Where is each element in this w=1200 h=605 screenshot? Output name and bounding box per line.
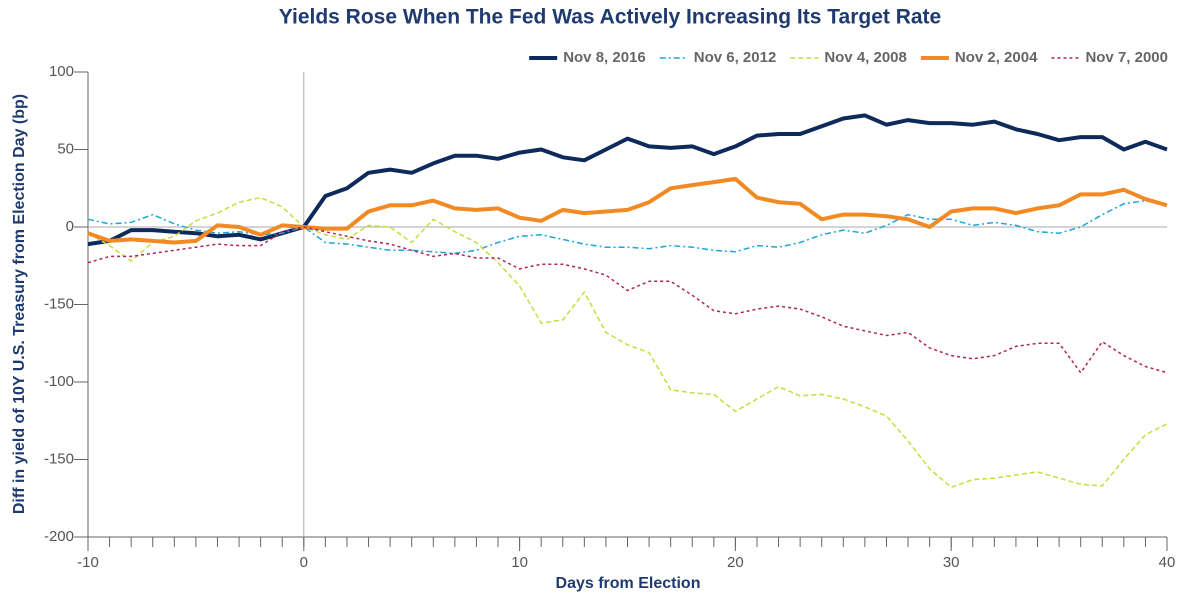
- legend-label: Nov 2, 2004: [955, 49, 1038, 66]
- y-tick-label: -150: [44, 295, 74, 312]
- series-line: [87, 113, 1168, 247]
- x-tick-label: 30: [943, 554, 960, 571]
- y-tick-label: -200: [44, 528, 74, 545]
- legend: Nov 8, 2016 Nov 6, 2012 Nov 4, 2008 Nov 2, …: [529, 49, 1168, 66]
- legend-label: Nov 8, 2016: [563, 49, 646, 66]
- y-axis-title: Diff in yield of 10Y U.S. Treasury from …: [11, 94, 28, 514]
- chart-title: Yields Rose When The Fed Was Actively In…: [279, 6, 941, 29]
- x-tick-label: -10: [77, 554, 99, 571]
- y-tick-label: 100: [49, 63, 74, 80]
- y-tick-label: -100: [44, 373, 74, 390]
- series-line: [87, 176, 1168, 245]
- legend-label: Nov 7, 2000: [1085, 49, 1168, 66]
- x-tick-label: 10: [511, 554, 528, 571]
- x-tick-label: 0: [300, 554, 308, 571]
- legend-label: Nov 6, 2012: [694, 49, 777, 66]
- x-tick-label: 40: [1159, 554, 1176, 571]
- x-axis-title: Days from Election: [556, 575, 701, 592]
- series-line: [87, 196, 1168, 489]
- series-line: [87, 226, 1168, 374]
- y-tick-label: -150: [44, 450, 74, 467]
- y-tick-label: 0: [66, 218, 74, 235]
- series-line: [87, 199, 1168, 255]
- legend-label: Nov 4, 2008: [824, 49, 907, 66]
- y-tick-label: 50: [57, 140, 74, 157]
- x-tick-label: 20: [727, 554, 744, 571]
